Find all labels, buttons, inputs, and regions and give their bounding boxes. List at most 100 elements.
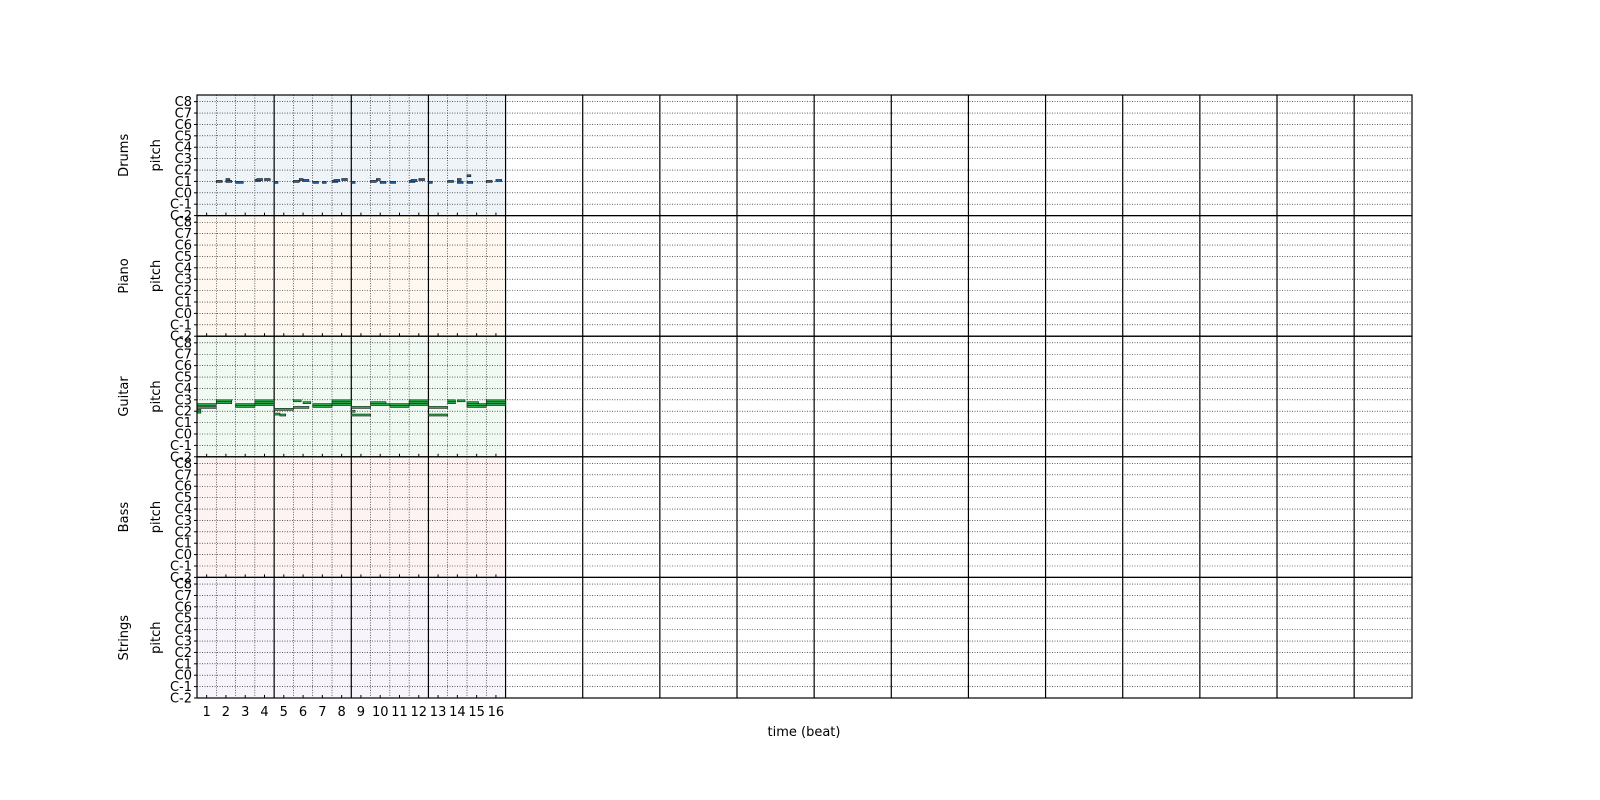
y-tick-label: C0 [175,428,192,443]
note-drums [333,179,341,182]
y-tick-label: C7 [175,227,192,242]
x-tick-label: 3 [241,705,249,720]
y-tick-label: C1 [175,416,192,431]
x-tick-label: 13 [430,705,447,720]
y-tick-label: C7 [175,348,192,363]
x-tick-label: 12 [411,705,428,720]
note-drums [302,179,310,182]
track-name-label: Strings [117,615,132,661]
note-drums [312,181,319,184]
note-drums [418,178,425,181]
note-guitar [331,399,352,403]
note-drums [376,178,381,181]
y-axis-label: pitch [149,501,164,533]
y-tick-label: C6 [175,480,192,495]
note-guitar [485,403,506,406]
y-tick-label: C5 [175,129,192,144]
y-tick-label: C4 [175,141,192,156]
note-drums [495,179,503,182]
y-tick-label: C-2 [170,209,192,224]
y-tick-label: C0 [175,548,192,563]
y-tick-label: C2 [175,646,192,661]
note-guitar [466,401,479,404]
note-guitar [428,406,449,409]
note-guitar [273,408,294,411]
note-drums [466,174,472,178]
note-drums [428,181,433,184]
y-tick-label: C0 [175,669,192,684]
track-name-label: Bass [117,502,132,533]
note-guitar [196,403,217,406]
track-name-label: Guitar [117,376,132,417]
y-tick-label: C7 [175,468,192,483]
y-tick-label: C8 [175,216,192,231]
y-tick-label: C8 [175,457,192,472]
x-tick-label: 14 [449,705,466,720]
x-tick-label: 1 [203,705,211,720]
y-tick-label: C8 [175,336,192,351]
y-axis-label: pitch [149,139,164,171]
y-tick-label: C4 [175,503,192,518]
y-tick-label: C4 [175,623,192,638]
note-guitar [370,401,387,404]
y-tick-label: C6 [175,118,192,133]
note-drums [225,178,231,181]
y-tick-label: C0 [175,186,192,201]
y-tick-label: C2 [175,284,192,299]
x-axis-ticks: 1 2 3 4 5 6 7 8 9 10 11 12 13 14 15 16 [203,705,505,720]
y-tick-label: C-1 [170,198,192,213]
x-tick-label: 4 [260,705,268,720]
note-drums [389,181,396,184]
x-tick-label: 15 [468,705,485,720]
track-panels: C-2C-1C0C1C2C3C4C5C6C7C8pitchDrumsC-2C-1… [117,94,1413,707]
y-tick-label: C2 [175,405,192,420]
y-tick-label: C-1 [170,439,192,454]
y-tick-label: C3 [175,152,192,167]
y-tick-label: C-2 [170,571,192,586]
y-tick-label: C-2 [170,330,192,345]
note-guitar [302,401,312,404]
x-tick-label: 7 [318,705,326,720]
note-guitar [428,413,449,417]
note-drums [322,181,327,184]
x-tick-label: 2 [222,705,230,720]
note-drums [457,181,464,184]
x-tick-label: 5 [280,705,288,720]
x-tick-label: 9 [357,705,365,720]
y-tick-label: C1 [175,657,192,672]
y-tick-label: C3 [175,393,192,408]
y-tick-label: C0 [175,307,192,322]
y-tick-label: C-2 [170,692,192,707]
y-tick-label: C2 [175,164,192,179]
note-guitar [312,405,333,408]
y-tick-label: C5 [175,612,192,627]
note-guitar [485,399,506,403]
y-tick-label: C1 [175,537,192,552]
note-drums [293,180,300,183]
y-tick-label: C6 [175,359,192,374]
y-tick-label: C1 [175,296,192,311]
note-drums [379,181,387,184]
note-guitar [457,399,466,403]
y-tick-label: C6 [175,600,192,615]
y-tick-label: C-2 [170,450,192,465]
note-guitar [389,405,410,408]
note-guitar [350,406,371,409]
y-tick-label: C8 [175,95,192,110]
y-tick-label: C-1 [170,560,192,575]
note-drums [264,178,271,181]
note-drums [466,181,474,184]
note-guitar [293,399,302,403]
note-drums [447,180,454,183]
x-tick-label: 10 [372,705,389,720]
y-tick-label: C3 [175,514,192,529]
x-tick-label: 16 [488,705,505,720]
y-tick-label: C3 [175,635,192,650]
y-tick-label: C4 [175,382,192,397]
note-guitar [331,403,352,406]
note-drums [350,181,356,184]
